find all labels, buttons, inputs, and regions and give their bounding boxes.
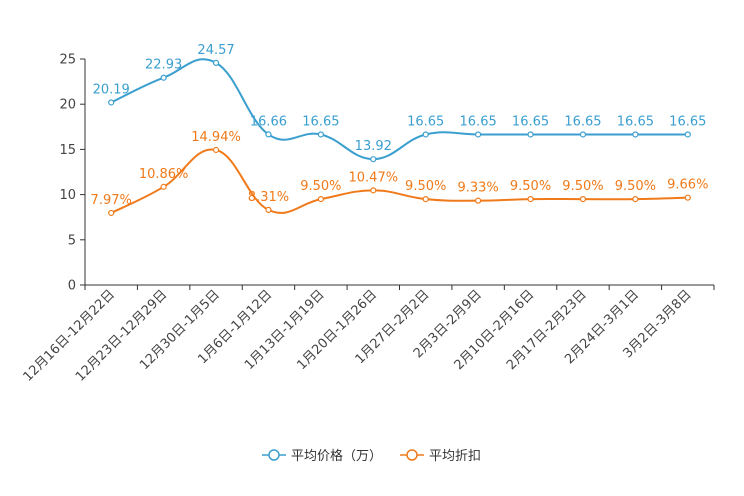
data-label: 16.65 bbox=[407, 114, 444, 129]
data-label: 16.65 bbox=[669, 114, 706, 129]
data-point[interactable] bbox=[160, 183, 167, 190]
y-tick-label: 25 bbox=[59, 53, 76, 68]
data-label: 9.50% bbox=[300, 179, 341, 194]
x-tick-label: 12月23日-12月29日 bbox=[73, 287, 170, 384]
data-label: 7.97% bbox=[91, 193, 132, 208]
data-point[interactable] bbox=[579, 131, 587, 138]
data-point[interactable] bbox=[632, 196, 639, 203]
data-point[interactable] bbox=[527, 196, 534, 203]
legend-item-0[interactable]: 平均价格（万） bbox=[262, 448, 382, 464]
legend-marker bbox=[406, 449, 418, 461]
data-point[interactable] bbox=[265, 206, 272, 213]
x-tick-label: 12月16日-12月22日 bbox=[21, 287, 118, 384]
data-label: 9.33% bbox=[457, 181, 498, 196]
data-label: 16.65 bbox=[564, 114, 601, 129]
data-label: 9.66% bbox=[667, 178, 708, 193]
data-label: 8.31% bbox=[248, 190, 289, 205]
legend[interactable]: 平均价格（万） 平均折扣 bbox=[262, 448, 481, 464]
legend-marker bbox=[268, 449, 280, 461]
data-label: 9.50% bbox=[562, 179, 603, 194]
legend-item-1[interactable]: 平均折扣 bbox=[400, 449, 481, 464]
data-point[interactable] bbox=[684, 194, 691, 201]
data-point[interactable] bbox=[108, 99, 115, 106]
data-label: 9.50% bbox=[510, 179, 551, 194]
data-point[interactable] bbox=[317, 131, 324, 138]
data-point[interactable] bbox=[265, 131, 272, 138]
data-point[interactable] bbox=[579, 196, 587, 203]
data-label: 9.50% bbox=[405, 179, 446, 194]
legend-label: 平均折扣 bbox=[429, 449, 481, 464]
data-point[interactable] bbox=[317, 196, 324, 203]
data-label: 9.50% bbox=[615, 179, 656, 194]
data-point[interactable] bbox=[684, 131, 691, 138]
data-label: 14.94% bbox=[191, 130, 241, 145]
y-tick-label: 20 bbox=[59, 98, 76, 113]
data-point[interactable] bbox=[422, 196, 429, 203]
data-label: 16.65 bbox=[302, 114, 339, 129]
data-label: 10.86% bbox=[139, 167, 189, 182]
data-point[interactable] bbox=[527, 131, 534, 138]
y-tick-label: 10 bbox=[59, 188, 76, 203]
data-point[interactable] bbox=[108, 209, 115, 217]
data-point[interactable] bbox=[370, 187, 377, 194]
data-point[interactable] bbox=[422, 131, 429, 138]
data-point[interactable] bbox=[475, 197, 482, 204]
data-label: 13.92 bbox=[355, 139, 392, 154]
y-tick-label: 0 bbox=[68, 279, 76, 294]
y-tick-label: 5 bbox=[68, 233, 76, 248]
data-label: 20.19 bbox=[93, 82, 130, 97]
data-point[interactable] bbox=[370, 156, 377, 163]
data-labels: 20.19 22.93 24.57 16.66 16.65 13.92 16.65 16.65… bbox=[91, 43, 709, 208]
data-label: 16.65 bbox=[617, 114, 654, 129]
data-label: 16.65 bbox=[512, 114, 549, 129]
data-label: 16.66 bbox=[250, 114, 287, 129]
data-point[interactable] bbox=[212, 146, 220, 154]
data-label: 22.93 bbox=[145, 58, 182, 73]
data-point[interactable] bbox=[212, 59, 220, 66]
data-label: 24.57 bbox=[197, 43, 234, 58]
legend-label: 平均价格（万） bbox=[291, 448, 382, 464]
data-point[interactable] bbox=[160, 74, 167, 81]
data-point[interactable] bbox=[475, 131, 482, 138]
axes: 051015202512月16日-12月22日12月23日-12月29日12月3… bbox=[21, 53, 715, 385]
data-point[interactable] bbox=[632, 131, 639, 138]
series-layer bbox=[108, 58, 691, 217]
data-label: 16.65 bbox=[460, 114, 497, 129]
y-tick-label: 15 bbox=[59, 143, 76, 158]
data-label: 10.47% bbox=[349, 170, 399, 185]
